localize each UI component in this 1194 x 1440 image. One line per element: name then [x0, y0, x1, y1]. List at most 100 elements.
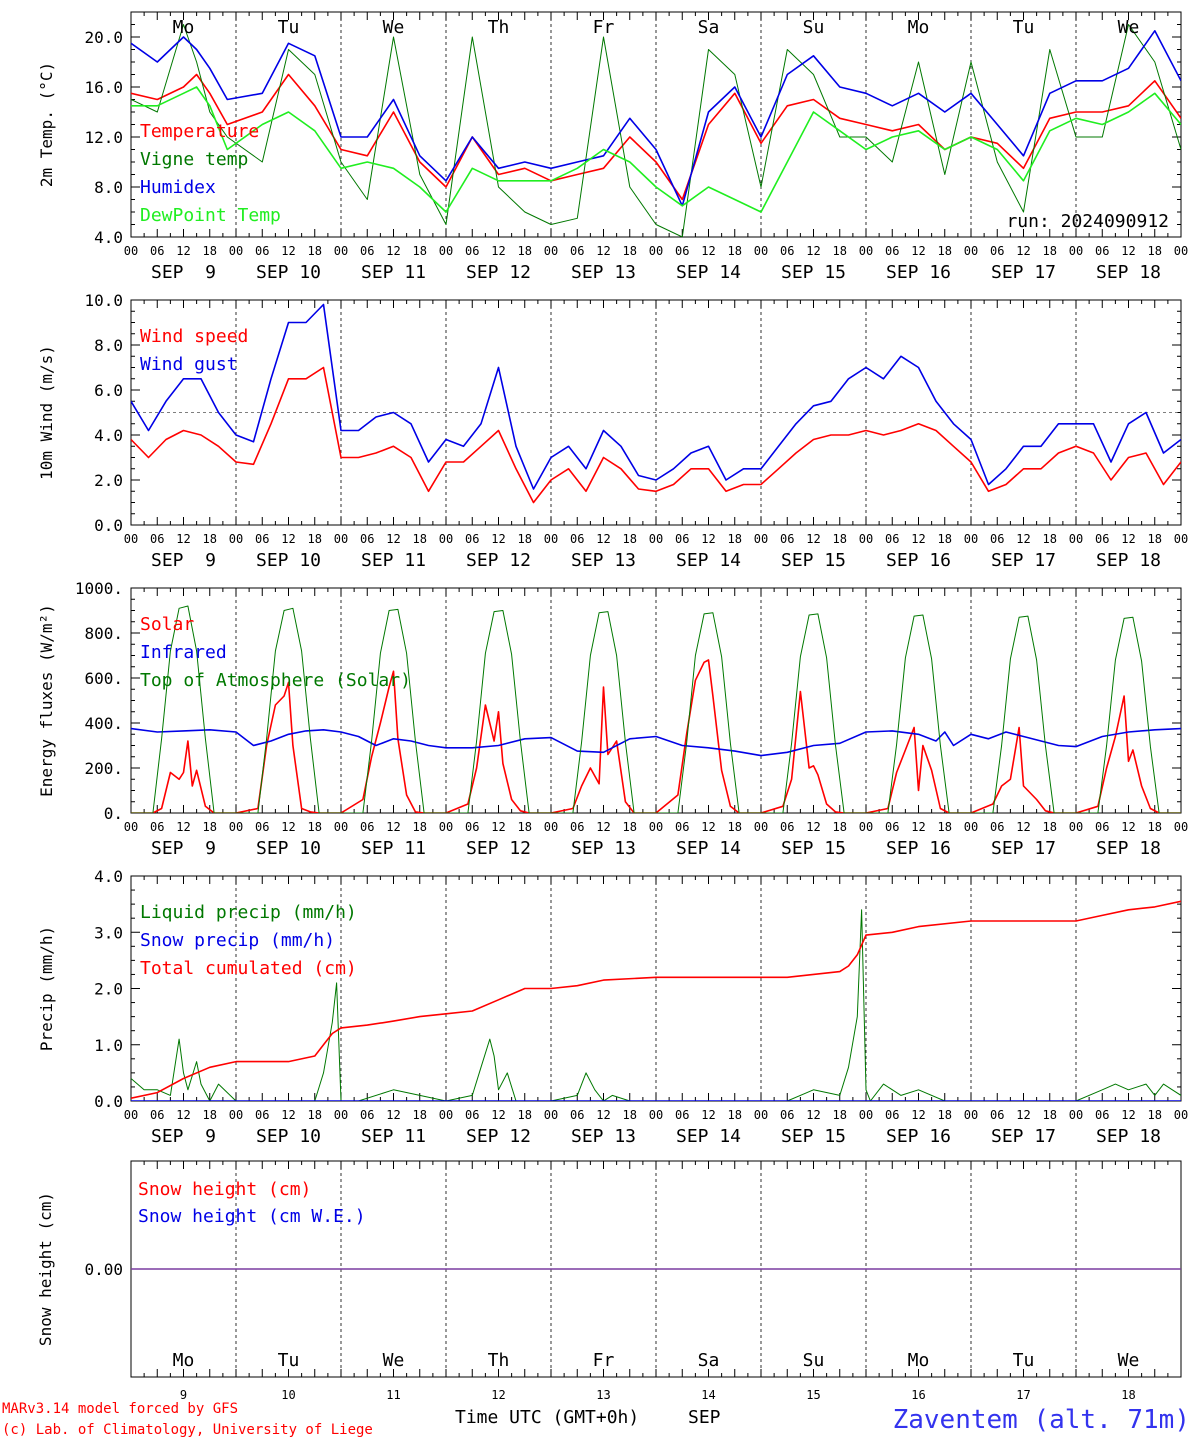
hour-label: 18 — [1043, 532, 1057, 546]
hour-label: 12 — [1016, 820, 1030, 834]
day-number: 18 — [1121, 1388, 1135, 1402]
hour-label: 12 — [806, 820, 820, 834]
hour-label: 12 — [806, 244, 820, 258]
hour-label: 18 — [308, 532, 322, 546]
hour-label: 06 — [990, 244, 1004, 258]
footer: MARv3.14 model forced by GFS (c) Lab. of… — [2, 1401, 1190, 1438]
hour-label: 12 — [701, 1108, 715, 1122]
hour-label: 00 — [1174, 244, 1188, 258]
hour-label: 06 — [1095, 244, 1109, 258]
day-number: 12 — [491, 1388, 505, 1402]
day-name: Tu — [278, 17, 300, 38]
hour-label: 18 — [728, 1108, 742, 1122]
hour-label: 18 — [413, 820, 427, 834]
y-tick-label: 1.0 — [94, 1036, 123, 1055]
legend-entry: Liquid precip (mm/h) — [140, 902, 357, 923]
hour-label: 12 — [176, 820, 190, 834]
hour-label: 12 — [281, 244, 295, 258]
legend-entry: Solar — [140, 614, 194, 635]
y-tick-label: 800. — [84, 624, 123, 643]
date-label: SEP 15 — [781, 262, 846, 283]
hour-label: 18 — [938, 820, 952, 834]
hour-label: 06 — [885, 244, 899, 258]
y-tick-label: 6.0 — [94, 381, 123, 400]
day-number: 15 — [806, 1388, 820, 1402]
hour-label: 00 — [754, 244, 768, 258]
hour-label: 18 — [518, 532, 532, 546]
hour-label: 06 — [990, 820, 1004, 834]
hour-label: 06 — [675, 820, 689, 834]
day-number: 16 — [911, 1388, 925, 1402]
date-label: SEP 18 — [1096, 550, 1161, 571]
hour-label: 12 — [596, 532, 610, 546]
y-tick-label: 20.0 — [84, 28, 123, 47]
day-number: 11 — [386, 1388, 400, 1402]
hour-label: 00 — [859, 532, 873, 546]
legend-entry: DewPoint Temp — [140, 205, 281, 226]
day-name: Fr — [593, 17, 615, 38]
day-name: We — [383, 17, 405, 38]
hour-label: 06 — [360, 820, 374, 834]
hour-label: 00 — [754, 1108, 768, 1122]
hour-label: 00 — [1174, 1108, 1188, 1122]
series-line-2 — [131, 24, 1181, 237]
hour-label: 12 — [806, 532, 820, 546]
legend-entry: Wind gust — [140, 354, 238, 375]
date-label: SEP 9 — [151, 262, 216, 283]
hour-label: 06 — [570, 1108, 584, 1122]
hour-label: 06 — [885, 820, 899, 834]
legend-entry: Snow height (cm) — [138, 1179, 311, 1200]
y-tick-label: 1000. — [75, 579, 123, 598]
series-group — [131, 605, 1181, 813]
hour-label: 18 — [1043, 244, 1057, 258]
hour-label: 00 — [649, 532, 663, 546]
series-group — [131, 24, 1181, 237]
hour-label: 00 — [124, 1108, 138, 1122]
hour-label: 00 — [1069, 244, 1083, 258]
series-line-2 — [131, 303, 1181, 490]
y-axis-title: 10m Wind (m/s) — [37, 345, 56, 480]
hour-label: 06 — [780, 1108, 794, 1122]
date-label: SEP 11 — [361, 1126, 426, 1147]
date-label: SEP 17 — [991, 1126, 1056, 1147]
day-number: 9 — [180, 1388, 187, 1402]
hour-label: 00 — [229, 532, 243, 546]
day-name: Tu — [1013, 17, 1035, 38]
hour-label: 00 — [544, 1108, 558, 1122]
hour-label: 00 — [334, 1108, 348, 1122]
hour-label: 00 — [229, 244, 243, 258]
hour-label: 00 — [229, 1108, 243, 1122]
date-label: SEP 14 — [676, 838, 741, 859]
hour-label: 00 — [1069, 532, 1083, 546]
legend-entry: Humidex — [140, 177, 216, 198]
hour-label: 00 — [124, 244, 138, 258]
hour-label: 12 — [911, 244, 925, 258]
hour-label: 00 — [124, 532, 138, 546]
hour-label: 06 — [885, 532, 899, 546]
hour-label: 06 — [255, 532, 269, 546]
date-label: SEP 11 — [361, 550, 426, 571]
hour-label: 06 — [570, 532, 584, 546]
hour-label: 00 — [649, 820, 663, 834]
y-tick-label: 0. — [104, 804, 123, 823]
hour-label: 18 — [623, 1108, 637, 1122]
hour-label: 00 — [649, 244, 663, 258]
hour-label: 12 — [491, 1108, 505, 1122]
date-label: SEP 14 — [676, 262, 741, 283]
legend-entry: Total cumulated (cm) — [140, 958, 357, 979]
hour-label: 18 — [833, 820, 847, 834]
hour-label: 18 — [308, 244, 322, 258]
hour-label: 18 — [938, 244, 952, 258]
hour-label: 06 — [1095, 1108, 1109, 1122]
day-name: Th — [488, 1350, 510, 1371]
hour-label: 12 — [1016, 244, 1030, 258]
hour-label: 00 — [1174, 532, 1188, 546]
hour-label: 06 — [990, 532, 1004, 546]
y-tick-label: 0.00 — [84, 1260, 123, 1279]
day-name: Sa — [698, 17, 720, 38]
series-line-1 — [131, 366, 1181, 504]
plot-frame — [130, 11, 1182, 238]
legend-entry: Temperature — [140, 121, 259, 142]
hour-label: 06 — [990, 1108, 1004, 1122]
run-annotation: run: 2024090912 — [1006, 211, 1169, 232]
